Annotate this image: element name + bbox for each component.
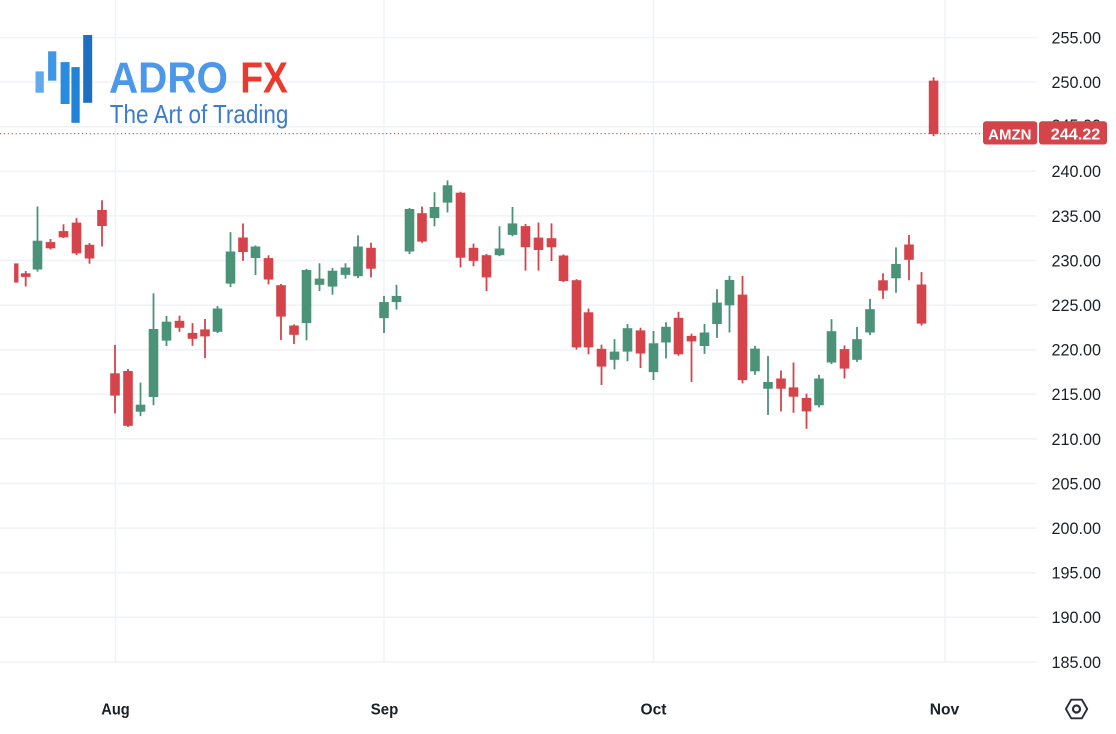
svg-text:225.00: 225.00	[1052, 297, 1102, 315]
svg-text:210.00: 210.00	[1052, 431, 1102, 449]
svg-text:200.00: 200.00	[1052, 520, 1102, 538]
svg-text:185.00: 185.00	[1052, 654, 1102, 672]
svg-text:250.00: 250.00	[1052, 74, 1102, 92]
svg-text:205.00: 205.00	[1052, 475, 1102, 493]
svg-text:230.00: 230.00	[1052, 252, 1102, 270]
svg-text:ADRO: ADRO	[109, 54, 228, 103]
svg-text:240.00: 240.00	[1052, 163, 1102, 181]
svg-text:244.22: 244.22	[1051, 127, 1101, 144]
svg-text:255.00: 255.00	[1052, 29, 1102, 47]
svg-text:220.00: 220.00	[1052, 342, 1102, 360]
svg-text:FX: FX	[240, 54, 288, 103]
svg-text:AMZN: AMZN	[988, 127, 1031, 144]
svg-text:Oct: Oct	[641, 702, 668, 719]
svg-text:The Art of Trading: The Art of Trading	[110, 99, 289, 129]
svg-text:Sep: Sep	[371, 702, 399, 719]
svg-text:190.00: 190.00	[1052, 609, 1102, 627]
svg-text:Aug: Aug	[101, 702, 130, 719]
svg-text:235.00: 235.00	[1052, 208, 1102, 226]
svg-text:Nov: Nov	[930, 702, 960, 719]
svg-text:195.00: 195.00	[1052, 565, 1102, 583]
svg-text:215.00: 215.00	[1052, 386, 1102, 404]
